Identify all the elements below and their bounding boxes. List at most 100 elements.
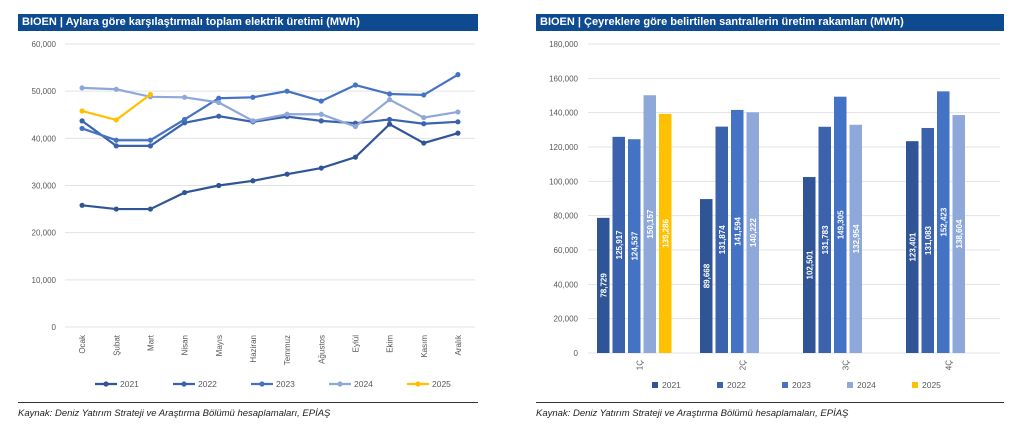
- legend-swatch-2025: [912, 382, 918, 388]
- x-tick-label: Temmuz: [283, 335, 292, 365]
- data-point-2024: [421, 114, 427, 121]
- legend-label: 2023: [792, 380, 811, 390]
- data-point-2023: [216, 95, 222, 101]
- series-line-2024: [82, 86, 459, 128]
- data-point-2025: [79, 108, 85, 114]
- data-label: 150,157: [646, 209, 655, 238]
- data-label: 149,305: [836, 210, 845, 239]
- data-point-2024: [216, 99, 222, 106]
- bar-2024-1Ç: [643, 95, 656, 354]
- data-point-2024: [352, 123, 359, 130]
- data-label: 131,783: [821, 225, 830, 254]
- data-point-2023: [284, 88, 290, 94]
- data-point-2022: [421, 121, 427, 127]
- data-point-2022: [455, 119, 461, 125]
- data-label: 102,501: [805, 250, 814, 279]
- x-tick-label: Aralık: [454, 334, 463, 355]
- x-tick-label: Haziran: [249, 335, 258, 363]
- data-point-2023: [455, 72, 461, 78]
- data-point-2024: [318, 111, 324, 117]
- y-tick-label: 10,000: [32, 276, 57, 285]
- x-tick-label: Şubat: [112, 334, 121, 356]
- data-point-2023: [79, 125, 85, 132]
- y-tick-label: 0: [574, 349, 579, 358]
- x-tick-label: 1Ç: [636, 360, 645, 370]
- bar-2022-4Ç: [921, 127, 934, 353]
- bar-2022-1Ç: [612, 136, 625, 353]
- data-point-2023: [181, 116, 188, 123]
- y-tick-label: 100,000: [549, 177, 578, 186]
- data-point-2021: [250, 178, 256, 184]
- data-label: 131,083: [924, 225, 933, 254]
- bar-2022-3Ç: [818, 126, 831, 353]
- data-point-2022: [147, 143, 154, 149]
- legend-swatch-2023: [782, 382, 788, 388]
- bar-2023-1Ç: [628, 139, 641, 353]
- data-label: 138,604: [955, 219, 964, 248]
- data-point-2021: [181, 189, 188, 196]
- legend-label: 2022: [198, 379, 217, 389]
- data-point-2021: [318, 165, 324, 171]
- y-tick-label: 140,000: [549, 109, 578, 118]
- data-point-2025: [113, 117, 119, 123]
- data-label: 152,423: [939, 207, 948, 236]
- data-point-2023: [250, 94, 256, 100]
- data-point-2021: [284, 171, 290, 177]
- data-point-2023: [352, 82, 359, 88]
- bar-2023-4Ç: [937, 91, 950, 353]
- data-point-2022: [216, 113, 222, 119]
- y-tick-label: 120,000: [549, 143, 578, 152]
- data-point-2024: [113, 86, 119, 92]
- bar-2024-2Ç: [746, 112, 759, 353]
- data-point-2021: [147, 206, 154, 212]
- y-tick-label: 160,000: [549, 74, 578, 83]
- y-tick-label: 20,000: [32, 229, 57, 238]
- bar-2024-3Ç: [849, 124, 862, 353]
- right-chart-title: BIOEN | Çeyreklere göre belirtilen santr…: [536, 14, 1004, 31]
- y-tick-label: 40,000: [32, 134, 57, 143]
- x-tick-label: Mayıs: [215, 335, 224, 356]
- data-point-2021: [113, 206, 119, 212]
- x-tick-label: 2Ç: [739, 360, 748, 370]
- legend-marker-2023: [259, 381, 265, 387]
- legend-swatch-2024: [847, 382, 853, 388]
- data-point-2024: [455, 109, 461, 115]
- y-tick-label: 80,000: [554, 212, 579, 221]
- bar-2025-1Ç: [659, 113, 672, 353]
- legend-marker-2024: [337, 381, 343, 387]
- bar-2021-2Ç: [700, 199, 713, 353]
- left-source-note: Kaynak: Deniz Yatırım Strateji ve Araştı…: [18, 402, 478, 419]
- x-tick-label: Ocak: [78, 334, 87, 354]
- y-tick-label: 180,000: [549, 40, 578, 49]
- y-tick-label: 30,000: [32, 182, 57, 191]
- bar-2023-3Ç: [834, 96, 847, 353]
- data-point-2021: [352, 154, 359, 160]
- data-label: 125,917: [615, 230, 624, 259]
- data-point-2021: [216, 182, 222, 189]
- bar-2023-2Ç: [731, 109, 744, 353]
- x-tick-label: Nisan: [181, 335, 190, 355]
- data-point-2025: [147, 91, 154, 98]
- data-point-2024: [386, 97, 393, 103]
- data-point-2022: [79, 118, 85, 124]
- legend-label: 2021: [120, 379, 139, 389]
- series-line-2025: [81, 93, 152, 122]
- y-tick-label: 60,000: [32, 40, 57, 49]
- x-tick-label: 3Ç: [842, 360, 851, 370]
- y-tick-label: 20,000: [554, 315, 579, 324]
- x-tick-label: Eylül: [351, 335, 360, 353]
- x-tick-label: Ekim: [386, 335, 395, 353]
- bar-2021-3Ç: [803, 177, 816, 353]
- data-label: 140,222: [749, 218, 758, 247]
- data-point-2022: [318, 118, 324, 124]
- data-label: 124,537: [630, 231, 639, 260]
- data-point-2023: [421, 92, 427, 98]
- legend-swatch-2022: [717, 382, 723, 388]
- x-tick-label: Kasım: [420, 335, 429, 358]
- legend-swatch-2021: [652, 382, 658, 388]
- legend-label: 2024: [354, 379, 373, 389]
- data-label: 89,668: [702, 263, 711, 288]
- data-point-2024: [181, 94, 188, 100]
- data-label: 141,594: [733, 216, 742, 245]
- legend-label: 2022: [727, 380, 746, 390]
